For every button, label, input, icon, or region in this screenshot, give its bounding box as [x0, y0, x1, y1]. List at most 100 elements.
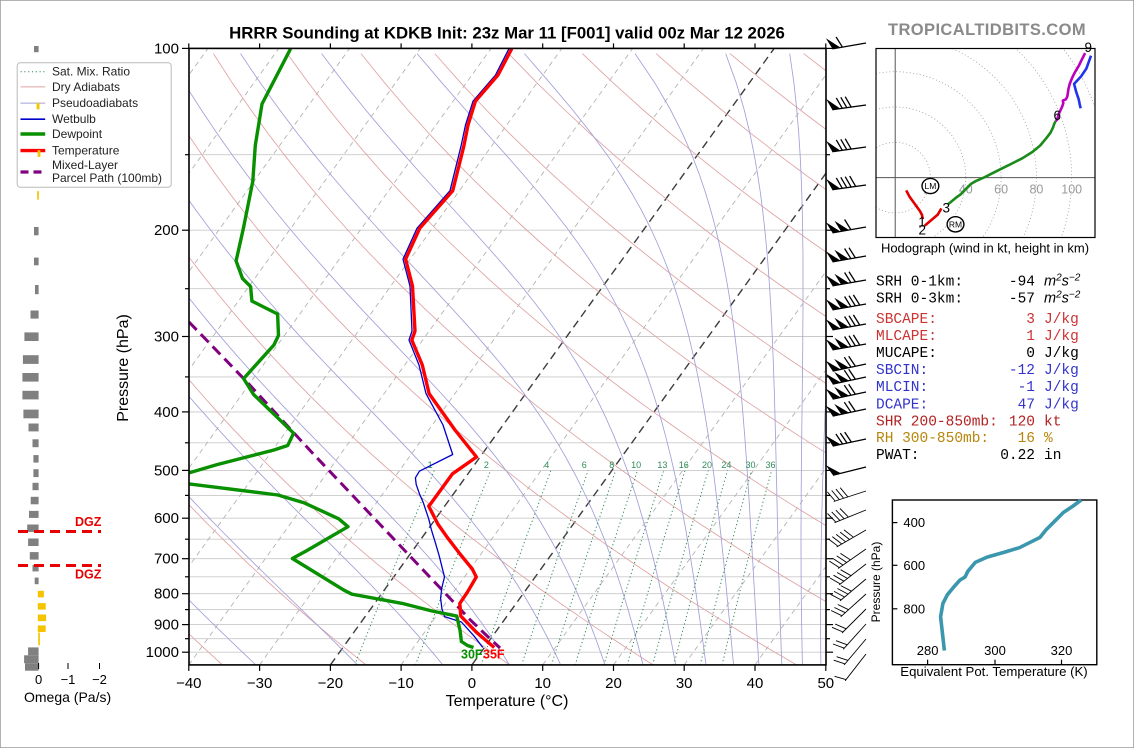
svg-text:30: 30 — [676, 675, 693, 692]
svg-text:TROPICALTIDBITS.COM: TROPICALTIDBITS.COM — [888, 21, 1086, 39]
svg-text:600: 600 — [154, 510, 179, 527]
svg-text:Mixed-Layer: Mixed-Layer — [52, 158, 118, 172]
svg-text:J/kg: J/kg — [1044, 363, 1079, 379]
svg-text:Dewpoint: Dewpoint — [52, 127, 103, 141]
svg-text:800: 800 — [154, 586, 179, 603]
svg-text:1: 1 — [428, 460, 433, 470]
svg-text:Sat. Mix. Ratio: Sat. Mix. Ratio — [52, 65, 130, 79]
svg-text:PWAT:: PWAT: — [876, 448, 920, 464]
svg-text:16: 16 — [679, 460, 689, 470]
svg-text:SHR 200-850mb:: SHR 200-850mb: — [876, 414, 998, 430]
svg-text:1: 1 — [1026, 329, 1035, 345]
svg-text:-94: -94 — [1009, 275, 1035, 291]
svg-text:−2: −2 — [92, 672, 107, 687]
svg-text:MLCAPE:: MLCAPE: — [876, 329, 937, 345]
svg-text:SBCIN:: SBCIN: — [876, 363, 928, 379]
svg-text:24: 24 — [721, 460, 731, 470]
svg-text:60: 60 — [994, 183, 1008, 197]
svg-text:50: 50 — [817, 675, 834, 692]
svg-text:MLCIN:: MLCIN: — [876, 380, 928, 396]
svg-text:J/kg: J/kg — [1044, 312, 1079, 328]
svg-text:MUCAPE:: MUCAPE: — [876, 346, 937, 362]
svg-text:320: 320 — [1051, 643, 1073, 658]
svg-text:LM: LM — [924, 181, 936, 191]
svg-text:−40: −40 — [176, 675, 201, 692]
svg-text:SRH 0-1km:: SRH 0-1km: — [876, 275, 963, 291]
svg-text:Temperature: Temperature — [52, 144, 120, 158]
svg-text:Wetbulb: Wetbulb — [52, 112, 96, 126]
svg-text:3: 3 — [1026, 312, 1035, 328]
svg-text:600: 600 — [903, 558, 925, 573]
svg-text:-1: -1 — [1018, 380, 1035, 396]
svg-text:-12: -12 — [1009, 363, 1035, 379]
svg-text:9: 9 — [1085, 40, 1093, 55]
svg-text:−1: −1 — [61, 672, 76, 687]
svg-text:13: 13 — [657, 460, 667, 470]
svg-text:2: 2 — [484, 460, 489, 470]
svg-text:HRRR Sounding at KDKB Init: 23: HRRR Sounding at KDKB Init: 23z Mar 11 [… — [229, 24, 785, 43]
svg-text:6: 6 — [1054, 108, 1062, 123]
svg-text:Equivalent Pot. Temperature (K: Equivalent Pot. Temperature (K) — [900, 664, 1087, 679]
svg-text:1000: 1000 — [146, 644, 179, 661]
svg-text:300: 300 — [984, 643, 1006, 658]
svg-text:in: in — [1044, 448, 1061, 464]
svg-text:DCAPE:: DCAPE: — [876, 398, 928, 414]
svg-text:DGZ: DGZ — [75, 515, 102, 529]
svg-text:500: 500 — [154, 462, 179, 479]
svg-text:J/kg: J/kg — [1044, 398, 1079, 414]
svg-text:16: 16 — [1018, 431, 1035, 447]
svg-text:-57: -57 — [1009, 292, 1035, 308]
svg-text:120: 120 — [1009, 414, 1035, 430]
svg-text:8: 8 — [609, 460, 614, 470]
svg-text:400: 400 — [154, 404, 179, 421]
svg-text:Parcel Path (100mb): Parcel Path (100mb) — [52, 171, 162, 185]
svg-text:200: 200 — [154, 222, 179, 239]
svg-text:4: 4 — [544, 460, 549, 470]
svg-text:400: 400 — [903, 515, 925, 530]
svg-text:80: 80 — [1029, 183, 1043, 197]
svg-text:0.22: 0.22 — [1000, 448, 1035, 464]
svg-text:3: 3 — [943, 201, 951, 216]
svg-text:J/kg: J/kg — [1044, 329, 1079, 345]
svg-text:Pressure (hPa): Pressure (hPa) — [869, 542, 883, 623]
svg-text:20: 20 — [702, 460, 712, 470]
svg-text:−10: −10 — [388, 675, 413, 692]
svg-text:800: 800 — [903, 601, 925, 616]
svg-text:Dry Adiabats: Dry Adiabats — [52, 80, 120, 94]
svg-text:700: 700 — [154, 551, 179, 568]
svg-text:10: 10 — [631, 460, 641, 470]
svg-text:30: 30 — [746, 460, 756, 470]
svg-text:Hodograph (wind in kt, height: Hodograph (wind in kt, height in km) — [881, 241, 1089, 256]
svg-text:35F: 35F — [483, 648, 505, 662]
svg-text:300: 300 — [154, 329, 179, 346]
svg-text:kt: kt — [1044, 414, 1061, 430]
svg-text:Temperature (°C): Temperature (°C) — [446, 693, 569, 710]
svg-text:900: 900 — [154, 617, 179, 634]
svg-text:280: 280 — [917, 643, 939, 658]
svg-text:2: 2 — [919, 223, 927, 238]
svg-text:Omega (Pa/s): Omega (Pa/s) — [24, 689, 111, 705]
svg-text:Pressure (hPa): Pressure (hPa) — [115, 314, 132, 422]
svg-text:6: 6 — [582, 460, 587, 470]
svg-text:J/kg: J/kg — [1044, 346, 1079, 362]
svg-text:10: 10 — [534, 675, 551, 692]
svg-text:SBCAPE:: SBCAPE: — [876, 312, 937, 328]
svg-text:0: 0 — [1026, 346, 1035, 362]
svg-text:%: % — [1044, 431, 1053, 447]
svg-text:SRH 0-3km:: SRH 0-3km: — [876, 292, 963, 308]
svg-text:100: 100 — [154, 40, 179, 57]
svg-text:47: 47 — [1018, 398, 1035, 414]
svg-text:100: 100 — [1061, 183, 1082, 197]
svg-text:0: 0 — [468, 675, 476, 692]
svg-text:RM: RM — [949, 220, 962, 230]
svg-text:RH 300-850mb:: RH 300-850mb: — [876, 431, 989, 447]
svg-text:0: 0 — [35, 672, 42, 687]
svg-text:20: 20 — [605, 675, 622, 692]
svg-text:36: 36 — [766, 460, 776, 470]
svg-text:40: 40 — [747, 675, 764, 692]
svg-text:DGZ: DGZ — [75, 568, 102, 582]
svg-text:30F: 30F — [461, 648, 483, 662]
svg-text:J/kg: J/kg — [1044, 380, 1079, 396]
svg-text:−30: −30 — [247, 675, 272, 692]
svg-text:1: 1 — [918, 215, 926, 230]
